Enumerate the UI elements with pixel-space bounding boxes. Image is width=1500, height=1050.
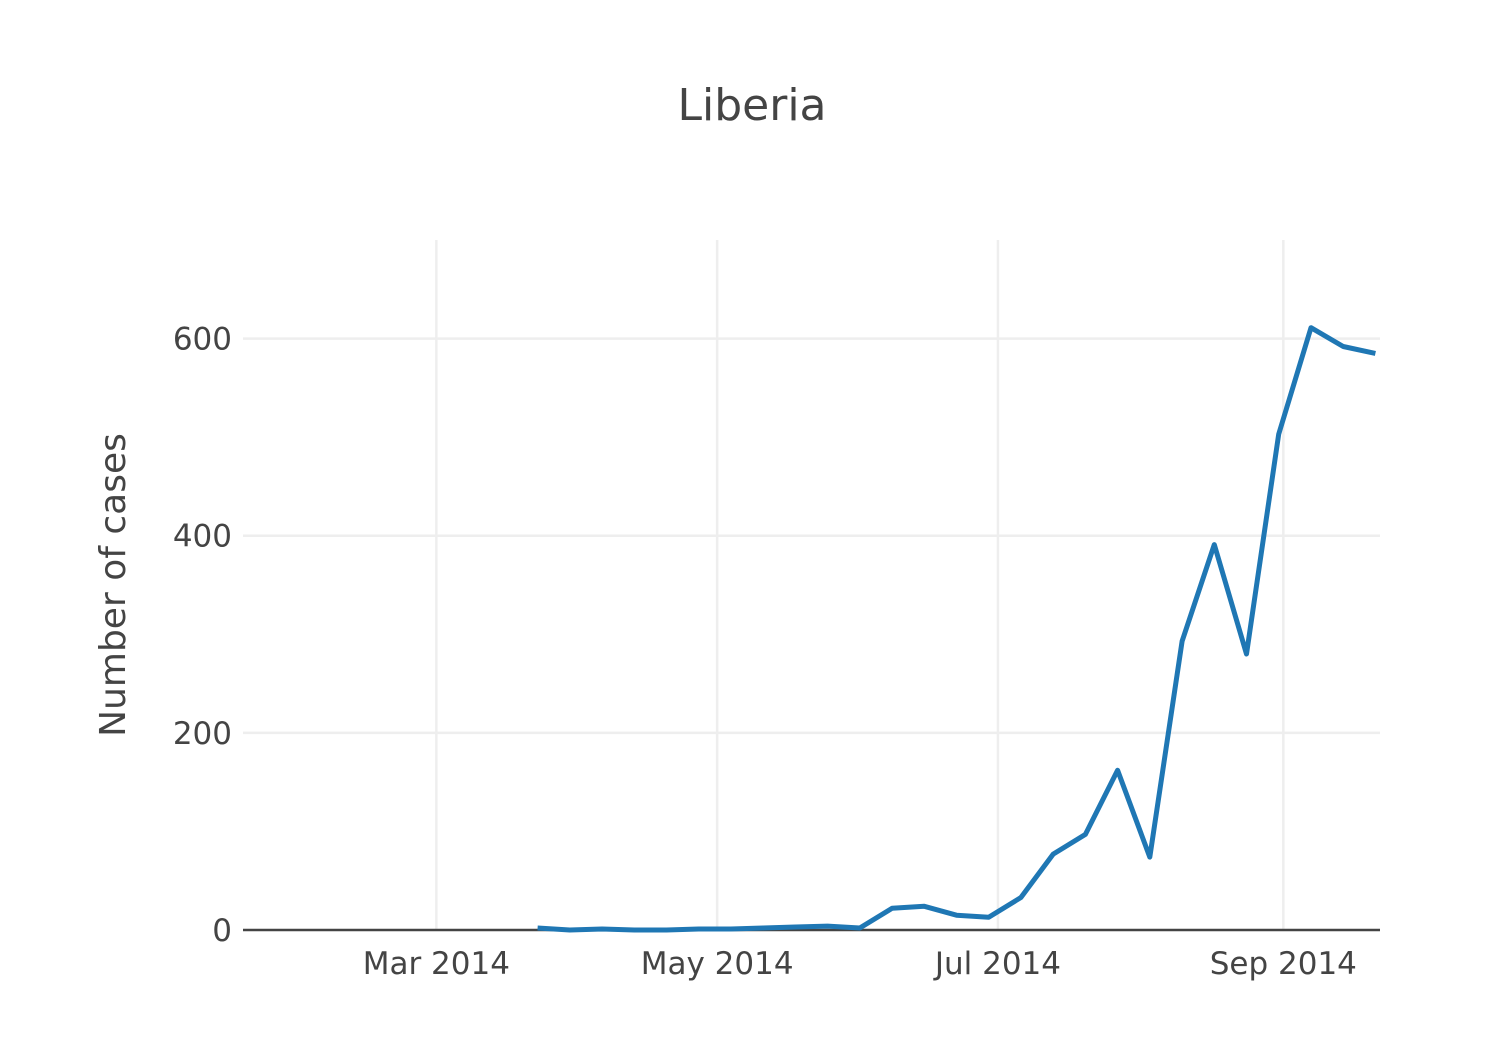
x-tick-label: Jul 2014: [933, 946, 1061, 982]
y-axis-title: Number of cases: [93, 433, 134, 737]
y-tick-label: 400: [173, 519, 232, 555]
y-tick-label: 0: [212, 913, 232, 949]
y-tick-label: 200: [173, 716, 232, 752]
x-tick-label: Mar 2014: [363, 946, 510, 982]
y-axis-ticks: 0 200 400 600: [173, 322, 232, 949]
series-group: [537, 325, 1376, 933]
series-line: [537, 325, 1376, 933]
x-axis-ticks: Mar 2014 May 2014 Jul 2014 Sep 2014: [363, 946, 1357, 982]
chart-title: Liberia: [677, 80, 826, 131]
x-tick-label: May 2014: [641, 946, 794, 982]
gridlines: [243, 240, 1380, 930]
x-tick-label: Sep 2014: [1210, 946, 1357, 982]
y-tick-label: 600: [173, 322, 232, 358]
